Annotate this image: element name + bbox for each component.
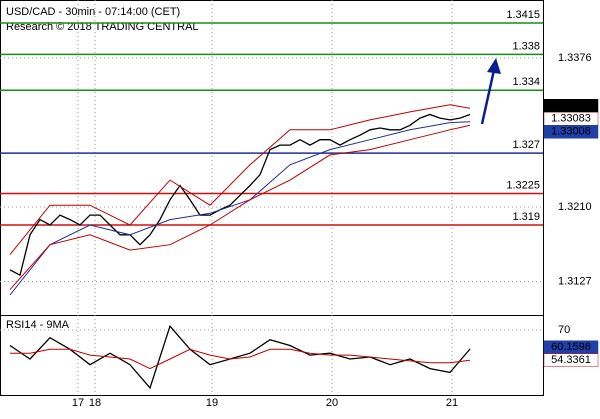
chart-subtitle: Research © 2018 TRADING CENTRAL xyxy=(6,21,199,33)
level-label: 1.334 xyxy=(512,76,540,88)
y-tick-label: 1.3210 xyxy=(558,201,592,213)
level-label: 1.327 xyxy=(512,139,540,151)
price-tag xyxy=(543,353,599,367)
price-tag-label: 1.33174 xyxy=(551,100,591,112)
level-label: 1.3415 xyxy=(506,9,540,21)
series-line xyxy=(9,121,471,296)
level-label: 1.3225 xyxy=(506,179,540,191)
price-tag-label: 60.1598 xyxy=(551,341,591,353)
y-tick-label: 70 xyxy=(558,324,570,336)
main-panel xyxy=(0,0,544,316)
x-tick-label: 19 xyxy=(206,397,218,409)
series-line xyxy=(9,104,471,255)
chart-title: USD/CAD - 30min - 07:14:00 (CET) xyxy=(6,6,180,18)
series-line xyxy=(9,124,471,290)
forecast-arrow xyxy=(480,58,501,125)
price-tag-label: 54.3361 xyxy=(551,354,591,366)
x-tick-label: 20 xyxy=(326,397,338,409)
series-line xyxy=(10,348,471,370)
rsi-title: RSI14 - 9MA xyxy=(6,319,70,331)
price-tag xyxy=(543,125,599,139)
rsi-panel xyxy=(0,315,544,396)
x-tick-label: 18 xyxy=(89,397,101,409)
level-label: 1.338 xyxy=(512,40,540,52)
y-tick-label: 1.3376 xyxy=(558,52,592,64)
price-tag-label: 1.33083 xyxy=(551,113,591,125)
x-tick-label: 17 xyxy=(72,397,84,409)
level-label: 1.319 xyxy=(512,211,540,223)
series-line xyxy=(9,324,471,390)
price-tag-label: 1.33008 xyxy=(551,126,591,138)
x-tick-label: 21 xyxy=(446,397,458,409)
series-line xyxy=(9,113,471,277)
y-tick-label: 1.3127 xyxy=(558,275,592,287)
